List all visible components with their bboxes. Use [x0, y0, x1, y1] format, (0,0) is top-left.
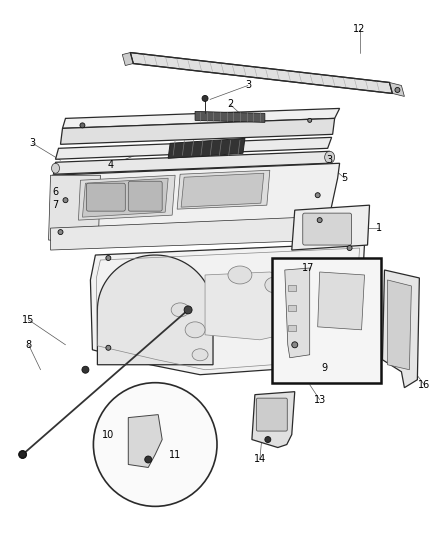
- Ellipse shape: [265, 277, 285, 293]
- Polygon shape: [63, 108, 339, 128]
- Polygon shape: [130, 53, 392, 93]
- Text: 9: 9: [321, 363, 328, 373]
- Polygon shape: [285, 268, 310, 358]
- Ellipse shape: [171, 303, 189, 317]
- Bar: [288, 285, 296, 291]
- Circle shape: [106, 345, 111, 350]
- Circle shape: [308, 118, 312, 123]
- Polygon shape: [122, 53, 133, 66]
- Ellipse shape: [185, 322, 205, 338]
- Polygon shape: [389, 83, 404, 96]
- Text: 14: 14: [254, 455, 266, 464]
- Polygon shape: [78, 175, 175, 220]
- Polygon shape: [49, 175, 100, 240]
- Circle shape: [63, 198, 68, 203]
- Text: 11: 11: [169, 449, 181, 459]
- Text: 3: 3: [29, 139, 35, 148]
- FancyBboxPatch shape: [86, 183, 125, 211]
- Circle shape: [265, 437, 271, 442]
- Ellipse shape: [192, 349, 208, 361]
- Text: 7: 7: [53, 200, 59, 210]
- Polygon shape: [53, 151, 330, 174]
- Polygon shape: [292, 205, 370, 250]
- Circle shape: [82, 366, 89, 373]
- Ellipse shape: [327, 349, 343, 361]
- Polygon shape: [181, 173, 264, 207]
- Polygon shape: [382, 270, 419, 387]
- Ellipse shape: [300, 322, 320, 338]
- Bar: [288, 325, 296, 331]
- Polygon shape: [128, 415, 162, 467]
- Text: 3: 3: [327, 155, 333, 165]
- Text: 12: 12: [353, 23, 366, 34]
- Ellipse shape: [325, 151, 335, 163]
- Bar: [272, 258, 381, 383]
- Polygon shape: [97, 255, 213, 365]
- Circle shape: [202, 95, 208, 101]
- Text: 16: 16: [418, 379, 431, 390]
- Polygon shape: [177, 170, 270, 209]
- Text: 8: 8: [25, 340, 32, 350]
- Ellipse shape: [276, 305, 304, 325]
- Circle shape: [315, 193, 320, 198]
- Circle shape: [19, 451, 26, 458]
- Text: 5: 5: [342, 173, 348, 183]
- Polygon shape: [205, 272, 310, 340]
- Polygon shape: [318, 272, 364, 330]
- FancyBboxPatch shape: [256, 398, 287, 431]
- Circle shape: [349, 359, 354, 364]
- Polygon shape: [252, 392, 295, 448]
- Circle shape: [93, 383, 217, 506]
- Polygon shape: [56, 138, 332, 159]
- Bar: [288, 305, 296, 311]
- Circle shape: [106, 255, 111, 261]
- Polygon shape: [90, 243, 364, 375]
- Text: 6: 6: [53, 187, 59, 197]
- Circle shape: [292, 342, 298, 348]
- FancyBboxPatch shape: [128, 181, 162, 211]
- Circle shape: [347, 246, 352, 251]
- Text: 4: 4: [107, 160, 113, 170]
- Text: 3: 3: [245, 80, 251, 91]
- Text: 17: 17: [301, 263, 314, 273]
- Circle shape: [184, 306, 192, 314]
- Text: 13: 13: [314, 394, 326, 405]
- Polygon shape: [168, 139, 245, 158]
- Text: 2: 2: [227, 100, 233, 109]
- Circle shape: [19, 450, 27, 458]
- Circle shape: [317, 217, 322, 223]
- Circle shape: [80, 123, 85, 128]
- Polygon shape: [60, 118, 335, 144]
- Polygon shape: [388, 280, 411, 370]
- Text: 10: 10: [102, 430, 114, 440]
- Polygon shape: [82, 178, 168, 217]
- Polygon shape: [50, 216, 330, 250]
- Ellipse shape: [228, 266, 252, 284]
- Ellipse shape: [303, 341, 327, 359]
- FancyBboxPatch shape: [303, 213, 352, 245]
- Text: 15: 15: [22, 315, 35, 325]
- Polygon shape: [50, 163, 339, 240]
- Polygon shape: [195, 111, 265, 123]
- Circle shape: [145, 456, 152, 463]
- Text: 1: 1: [376, 223, 382, 233]
- Circle shape: [395, 87, 400, 92]
- Circle shape: [58, 230, 63, 235]
- Ellipse shape: [52, 163, 60, 173]
